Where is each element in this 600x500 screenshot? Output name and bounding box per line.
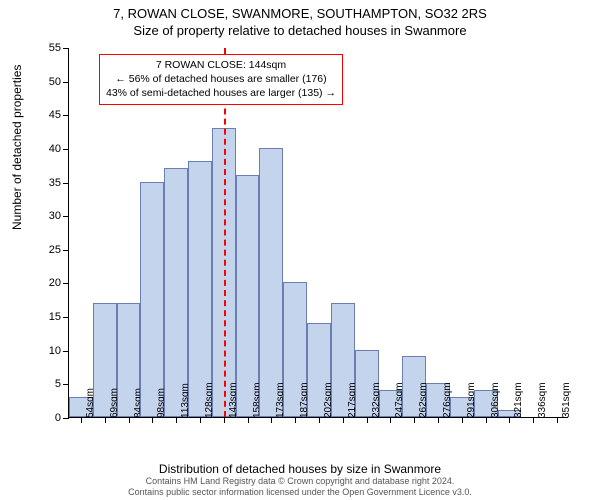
y-tick-label: 30	[31, 210, 61, 222]
y-tick-label: 15	[31, 311, 61, 323]
annotation-line1: 7 ROWAN CLOSE: 144sqm	[106, 58, 336, 72]
annotation-line3: 43% of semi-detached houses are larger (…	[106, 86, 336, 100]
x-tick	[200, 417, 201, 423]
chart-title-line2: Size of property relative to detached ho…	[0, 23, 600, 38]
y-tick	[63, 351, 69, 352]
histogram-bar	[236, 175, 260, 417]
y-tick-label: 10	[31, 345, 61, 357]
x-tick	[319, 417, 320, 423]
x-tick	[81, 417, 82, 423]
y-tick-label: 35	[31, 177, 61, 189]
x-tick	[367, 417, 368, 423]
x-tick	[271, 417, 272, 423]
x-tick	[438, 417, 439, 423]
y-tick	[63, 418, 69, 419]
histogram-bar	[140, 182, 164, 417]
y-tick-label: 50	[31, 76, 61, 88]
x-tick-label: 351sqm	[561, 382, 572, 418]
x-tick	[533, 417, 534, 423]
x-tick	[129, 417, 130, 423]
histogram-bar	[259, 148, 283, 417]
y-tick-label: 40	[31, 143, 61, 155]
footer: Contains HM Land Registry data © Crown c…	[0, 476, 600, 498]
histogram-bar	[188, 161, 212, 417]
footer-line1: Contains HM Land Registry data © Crown c…	[0, 476, 600, 487]
y-tick	[63, 183, 69, 184]
x-tick	[390, 417, 391, 423]
x-tick	[509, 417, 510, 423]
histogram-bar	[164, 168, 188, 417]
y-tick	[63, 82, 69, 83]
x-tick	[557, 417, 558, 423]
x-tick	[462, 417, 463, 423]
y-axis-title: Number of detached properties	[10, 65, 24, 230]
chart-title-block: 7, ROWAN CLOSE, SWANMORE, SOUTHAMPTON, S…	[0, 0, 600, 38]
y-tick-label: 45	[31, 109, 61, 121]
y-tick	[63, 317, 69, 318]
x-tick	[248, 417, 249, 423]
x-tick	[414, 417, 415, 423]
x-tick	[105, 417, 106, 423]
x-tick	[295, 417, 296, 423]
y-tick	[63, 250, 69, 251]
x-tick-label: 321sqm	[513, 382, 524, 418]
y-tick	[63, 384, 69, 385]
x-tick-label: 336sqm	[537, 382, 548, 418]
annotation-box: 7 ROWAN CLOSE: 144sqm← 56% of detached h…	[99, 54, 343, 105]
footer-line2: Contains public sector information licen…	[0, 487, 600, 498]
y-tick	[63, 115, 69, 116]
x-tick	[176, 417, 177, 423]
y-tick	[63, 216, 69, 217]
y-tick	[63, 283, 69, 284]
x-tick	[486, 417, 487, 423]
y-tick	[63, 149, 69, 150]
chart-area: 051015202530354045505554sqm69sqm84sqm98s…	[68, 48, 568, 418]
y-tick-label: 5	[31, 378, 61, 390]
plot-area: 051015202530354045505554sqm69sqm84sqm98s…	[68, 48, 568, 418]
y-tick-label: 0	[31, 412, 61, 424]
x-tick	[343, 417, 344, 423]
x-axis-title: Distribution of detached houses by size …	[0, 462, 600, 476]
annotation-line2: ← 56% of detached houses are smaller (17…	[106, 72, 336, 86]
y-tick	[63, 48, 69, 49]
y-tick-label: 25	[31, 244, 61, 256]
y-tick-label: 20	[31, 277, 61, 289]
chart-title-line1: 7, ROWAN CLOSE, SWANMORE, SOUTHAMPTON, S…	[0, 6, 600, 21]
y-tick-label: 55	[31, 42, 61, 54]
x-tick	[152, 417, 153, 423]
x-tick	[224, 417, 225, 423]
